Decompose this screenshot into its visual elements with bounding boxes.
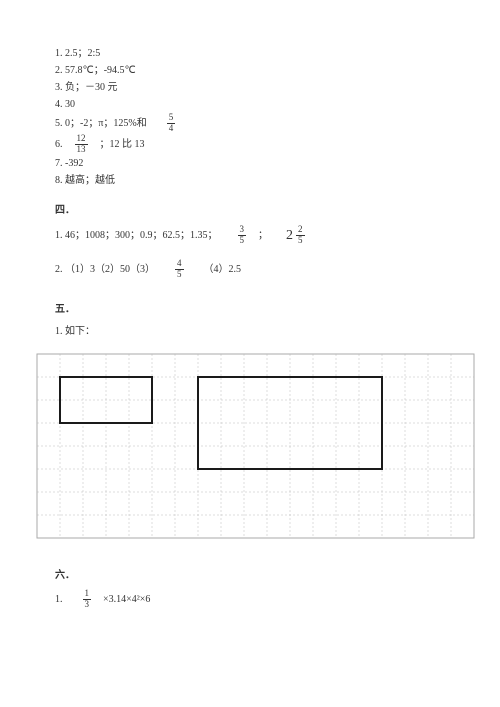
s4-q2-prefix: 2. （1）3（2）50（3） xyxy=(55,261,155,278)
answer-2: 2. 57.8℃；-94.5℃ xyxy=(55,62,445,79)
s6-q1-suffix: ×3.14×4²×6 xyxy=(103,591,150,608)
answer-5-fraction: 5 4 xyxy=(167,113,176,134)
section-4-q2: 2. （1）3（2）50（3） 4 5 （4）2.5 xyxy=(55,259,445,280)
answer-1: 1. 2.5；2:5 xyxy=(55,45,445,62)
answer-7: 7. -392 xyxy=(55,155,445,172)
answer-6-prefix: 6. xyxy=(55,136,63,153)
frac-den: 3 xyxy=(83,600,92,610)
answer-5-prefix: 5. 0；-2；π；125%和 xyxy=(55,115,147,132)
grid-svg xyxy=(35,352,475,542)
section-4-q1: 1. 46；1008；300；0.9；62.5；1.35； 3 5 ； 2 2 … xyxy=(55,224,445,248)
s4-q1-frac1: 3 5 xyxy=(238,225,247,246)
section-5-header: 五． xyxy=(55,300,445,315)
section-6-q1: 1. 1 3 ×3.14×4²×6 xyxy=(55,589,445,610)
s4-q1-sep: ； xyxy=(258,227,268,244)
answer-5: 5. 0；-2；π；125%和 5 4 xyxy=(55,113,445,134)
mixed-frac: 2 5 xyxy=(296,225,305,246)
s4-q1-prefix: 1. 46；1008；300；0.9；62.5；1.35； xyxy=(55,227,218,244)
s4-q2-frac: 4 5 xyxy=(175,259,184,280)
section-5-q1: 1. 如下： xyxy=(55,323,445,340)
answer-6: 6. 12 13 ；12 比 13 xyxy=(55,134,445,155)
frac-den: 5 xyxy=(175,270,184,280)
section-6-header: 六． xyxy=(55,566,445,581)
answer-8: 8. 越高；越低 xyxy=(55,172,445,189)
s6-q1-prefix: 1. xyxy=(55,591,63,608)
s6-q1-frac: 1 3 xyxy=(83,589,92,610)
frac-den: 13 xyxy=(75,145,88,155)
answer-6-fraction: 12 13 xyxy=(75,134,88,155)
s4-q2-suffix: （4）2.5 xyxy=(204,261,242,278)
s4-q1-mixed: 2 2 5 xyxy=(286,224,307,248)
frac-den: 5 xyxy=(296,236,305,246)
section-4-header: 四． xyxy=(55,201,445,216)
frac-den: 4 xyxy=(167,124,176,134)
answer-4: 4. 30 xyxy=(55,96,445,113)
answer-6-suffix: ；12 比 13 xyxy=(100,136,145,153)
answer-3: 3. 负；－30 元 xyxy=(55,79,445,96)
mixed-whole: 2 xyxy=(286,224,293,248)
grid-figure xyxy=(35,352,475,542)
frac-den: 5 xyxy=(238,236,247,246)
